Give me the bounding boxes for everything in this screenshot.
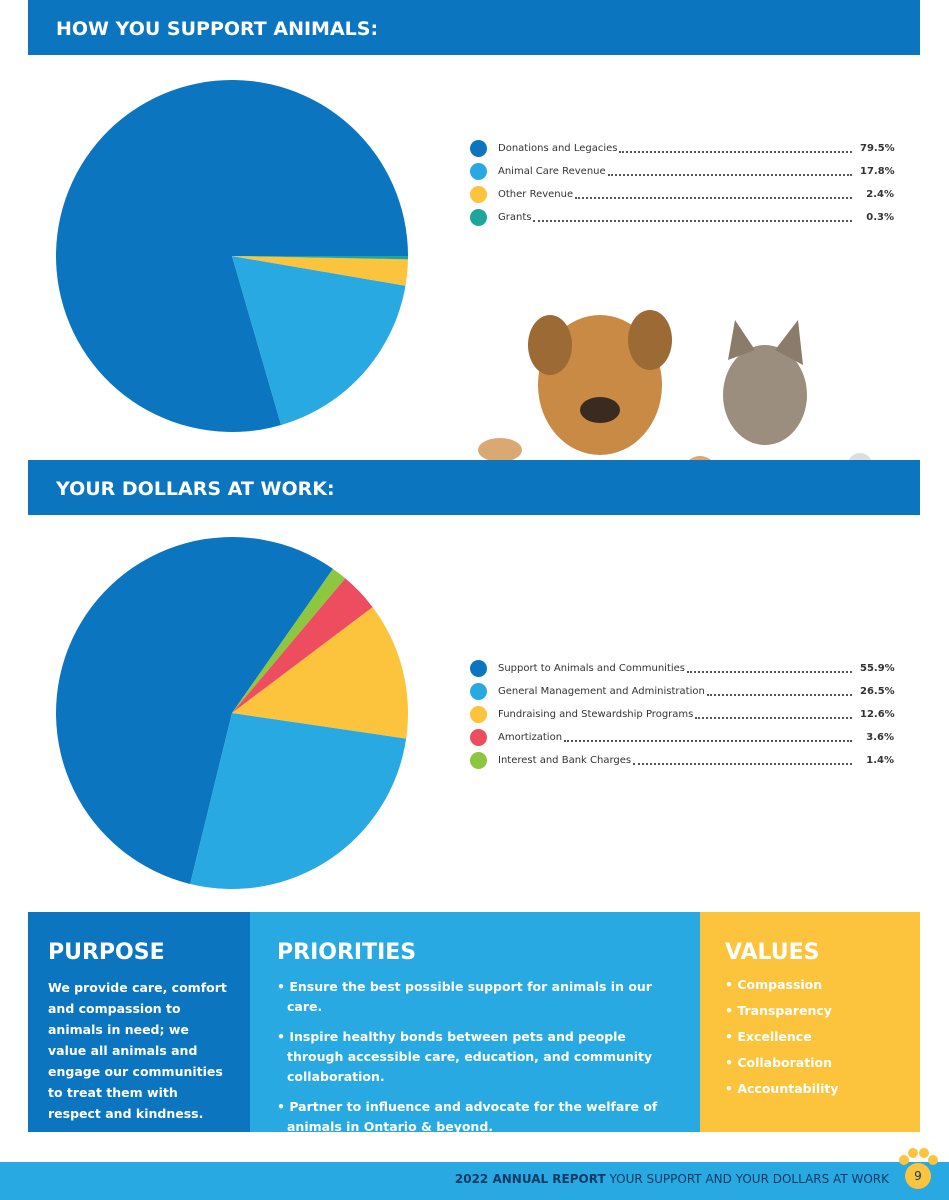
page-number: 9 [914,1169,922,1183]
legend-value: 2.4% [866,189,894,200]
dog-ear [628,310,672,370]
legend-swatch [470,706,487,723]
pie-chart [56,537,409,889]
legend-item: General Management and Administration 26.… [470,680,895,703]
priority-item: Ensure the best possible support for ani… [277,977,680,1017]
paw-badge: 9 [899,1148,938,1189]
legend-item: Support to Animals and Communities 55.9% [470,657,895,680]
legend-item: Donations and Legacies 79.5% [470,137,895,160]
report-title: 2022 ANNUAL REPORT [454,1172,606,1186]
priority-list: Ensure the best possible support for ani… [277,977,680,1137]
cat-ear [728,320,755,360]
leader-dots [619,150,852,153]
value-item: Compassion [725,977,900,993]
legend-swatch [470,683,487,700]
dog-ear [528,315,572,375]
pie-slice [232,578,373,713]
cat-ear [775,320,803,365]
legend-label: Grants [498,212,532,223]
legend-value: 1.4% [866,755,894,766]
legend-item: Amortization 3.6% [470,726,894,749]
leader-dots [607,173,852,176]
pie-slice [190,713,407,889]
priority-item: Partner to influence and advocate for th… [277,1097,680,1137]
footer-text: 2022 ANNUAL REPORT YOUR SUPPORT AND YOUR… [455,1172,889,1186]
panel-title: VALUES [725,940,820,965]
leader-dots [687,670,852,673]
legend-value: 3.6% [866,732,894,743]
pie-slice [56,537,333,884]
pie-slice [232,607,409,739]
legend-item: Other Revenue 2.4% [470,183,894,206]
legend-swatch [470,140,487,157]
value-item: Accountability [725,1081,900,1097]
values-panel: VALUES CompassionTransparencyExcellenceC… [700,912,920,1132]
legend-label: Fundraising and Stewardship Programs [498,709,694,720]
section-header: YOUR DOLLARS AT WORK: [28,460,468,515]
leader-dots [533,219,852,222]
dog-paw [478,438,522,462]
leader-dots [706,693,852,696]
priority-item: Inspire healthy bonds between pets and p… [277,1027,680,1087]
legend-item: Grants 0.3% [470,206,894,229]
value-item: Excellence [725,1029,900,1045]
legend-swatch [470,186,487,203]
report-subtitle: YOUR SUPPORT AND YOUR DOLLARS AT WORK [609,1172,889,1186]
pie-slice [232,568,346,713]
legend-swatch [470,752,487,769]
legend-value: 0.3% [866,212,894,223]
footer: 2022 ANNUAL REPORT YOUR SUPPORT AND YOUR… [0,1148,949,1200]
pie-slice [232,256,408,286]
legend: Donations and Legacies 79.5% Animal Care R… [470,137,895,229]
panel-title: PRIORITIES [277,940,417,965]
legend-item: Fundraising and Stewardship Programs 12.6… [470,703,895,726]
leader-dots [695,716,852,719]
legend-label: Other Revenue [498,189,574,200]
section-header: HOW YOU SUPPORT ANIMALS: [28,0,920,55]
leader-dots [564,739,852,742]
value-item: Collaboration [725,1055,900,1071]
legend-label: General Management and Administration [498,686,705,697]
legend-swatch [470,209,487,226]
legend-value: 12.6% [860,709,895,720]
value-item: Transparency [725,1003,900,1019]
legend-value: 17.8% [860,166,895,177]
legend-label: Animal Care Revenue [498,166,606,177]
dog-nose [580,397,620,423]
pie-slice [232,256,408,260]
cat-head [723,345,807,445]
legend-value: 26.5% [860,686,895,697]
legend-swatch [470,729,487,746]
legend-item: Interest and Bank Charges 1.4% [470,749,894,772]
legend-value: 79.5% [860,143,895,154]
legend: Support to Animals and Communities 55.9% G… [470,657,895,772]
legend-item: Animal Care Revenue 17.8% [470,160,895,183]
leader-dots [575,196,852,199]
leader-dots [633,762,852,765]
panel-text: We provide care, comfort and compassion … [48,980,227,1121]
pie-slice [232,256,406,426]
values-list: Compassion Transparency Excellence Collabor… [725,977,900,1097]
legend-label: Amortization [498,732,563,743]
legend-value: 55.9% [860,663,895,674]
priorities-panel: PRIORITIES Ensure the best possible supp… [250,912,700,1134]
legend-swatch [470,163,487,180]
purpose-panel: PURPOSE We provide care, comfort and com… [28,912,250,1132]
legend-label: Support to Animals and Communities [498,663,686,674]
panel-title: PURPOSE [48,940,165,965]
legend-swatch [470,660,487,677]
pie-chart [56,80,409,433]
header-band [468,460,920,515]
legend-label: Interest and Bank Charges [498,755,632,766]
legend-label: Donations and Legacies [498,143,618,154]
